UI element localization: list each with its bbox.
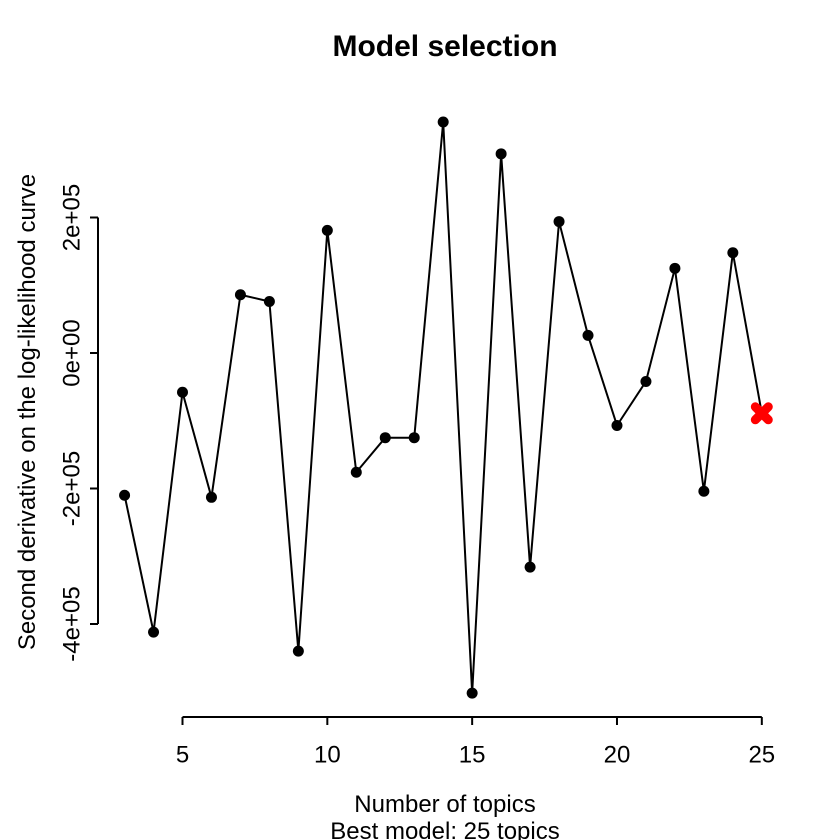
data-point <box>379 432 391 444</box>
data-point <box>698 485 710 497</box>
chart-title: Model selection <box>332 30 558 63</box>
data-point <box>495 148 507 160</box>
data-point <box>292 645 304 657</box>
data-point <box>148 626 160 638</box>
data-point <box>234 289 246 301</box>
x-axis-title: Number of topics <box>354 791 536 818</box>
best-model-marker <box>750 402 773 425</box>
x-axis-subtitle: Best model: 25 topics <box>330 818 560 840</box>
data-point <box>119 489 131 501</box>
data-point <box>321 224 333 236</box>
data-point <box>727 247 739 259</box>
data-point <box>437 116 449 128</box>
y-tick-label: -2e+05 <box>59 451 86 526</box>
x-tick-label: 15 <box>459 742 486 769</box>
x-tick-label: 20 <box>604 742 631 769</box>
data-point <box>177 386 188 398</box>
y-tick-label: 2e+05 <box>59 184 86 251</box>
data-point <box>350 466 362 478</box>
x-tick-label: 10 <box>314 742 341 769</box>
data-point <box>466 687 478 699</box>
x-tick-label: 5 <box>176 742 189 769</box>
data-point <box>408 432 420 444</box>
data-point <box>263 296 275 308</box>
series-line <box>123 120 763 695</box>
data-point <box>640 375 652 387</box>
data-point <box>582 329 594 341</box>
data-point <box>669 262 681 274</box>
data-point <box>553 216 565 228</box>
y-tick-label: 0e+00 <box>59 319 86 386</box>
data-point <box>611 419 623 431</box>
data-point <box>524 561 536 573</box>
data-point <box>205 491 217 503</box>
x-tick-label: 25 <box>748 742 775 769</box>
y-tick-label: -4e+05 <box>59 586 86 661</box>
